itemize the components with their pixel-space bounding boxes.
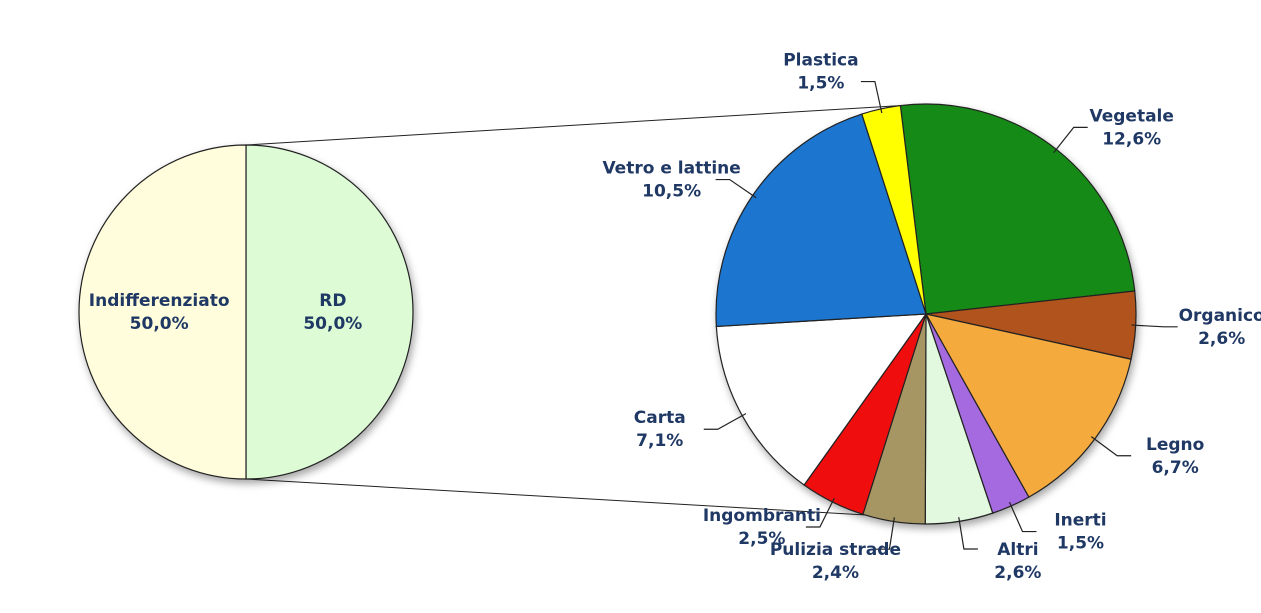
value-label: 7,1%: [636, 431, 683, 451]
connectors: [245, 105, 901, 516]
category-label: Plastica: [783, 51, 858, 71]
value-label: 6,7%: [1152, 458, 1199, 478]
value-label: 12,6%: [1102, 129, 1161, 149]
leader-line: [1053, 126, 1088, 153]
category-label: Vegetale: [1089, 106, 1173, 126]
value-label: 2,5%: [738, 529, 785, 549]
value-label: 1,5%: [797, 74, 844, 94]
pie-slice: [245, 144, 414, 480]
category-label: Vetro e lattine: [602, 159, 740, 179]
leader-line: [703, 413, 747, 430]
leader-line: [875, 517, 895, 550]
value-label: 2,6%: [1198, 329, 1245, 349]
category-label: Inerti: [1054, 511, 1106, 531]
category-label: Carta: [634, 408, 686, 428]
category-label: Pulizia strade: [770, 540, 901, 560]
value-label: 50,0%: [303, 314, 362, 334]
connector-line: [245, 105, 901, 146]
pie-slice: [78, 144, 247, 480]
category-label: Indifferenziato: [89, 291, 230, 311]
category-label: RD: [319, 291, 346, 311]
leader-line: [1131, 324, 1178, 328]
category-label: Ingombranti: [703, 506, 821, 526]
leader-line: [1008, 501, 1037, 533]
leader-line: [1090, 436, 1132, 457]
value-label: 1,5%: [1057, 534, 1104, 554]
labels: RD 50,0% Indifferenziato 50,0% Vegetale 12,6%…: [89, 51, 1261, 584]
value-label: 10,5%: [642, 182, 701, 202]
value-label: 2,4%: [812, 563, 859, 583]
pie-slice: [899, 103, 1136, 315]
leader-line: [715, 178, 757, 199]
connector-line: [245, 478, 867, 516]
value-label: 2,6%: [994, 563, 1041, 583]
leader-line: [860, 80, 883, 114]
pie: [715, 103, 1137, 525]
pies: [78, 103, 1137, 525]
category-label: Organico: [1179, 306, 1261, 326]
leader-line: [805, 497, 835, 528]
pie: [78, 144, 414, 480]
category-label: Legno: [1146, 435, 1204, 455]
value-label: 50,0%: [130, 314, 189, 334]
category-label: Altri: [997, 540, 1038, 560]
leader-line: [958, 517, 978, 550]
